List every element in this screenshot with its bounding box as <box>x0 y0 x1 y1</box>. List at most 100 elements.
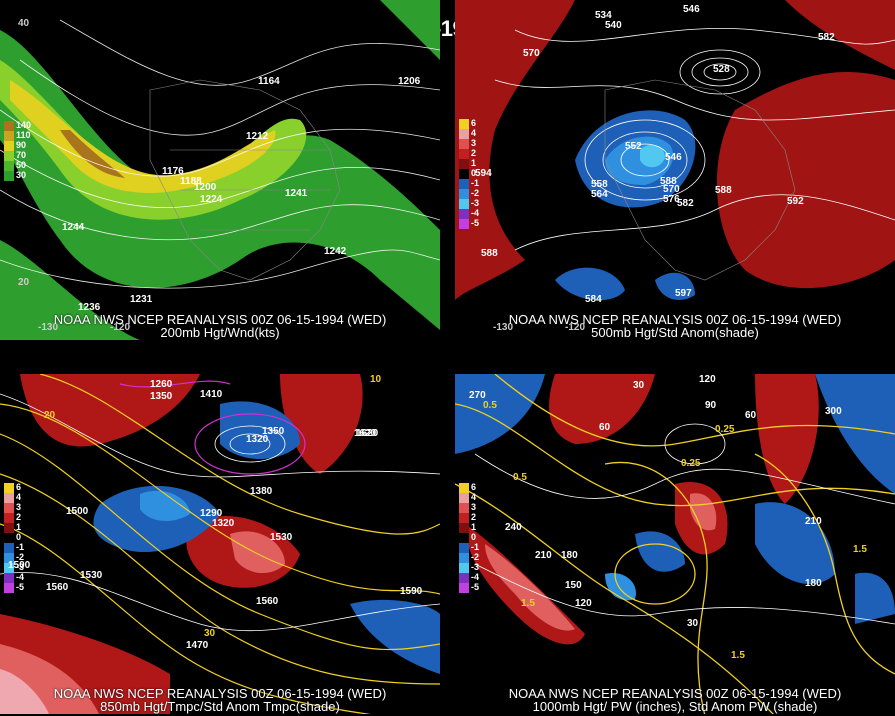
contour-label: 592 <box>787 196 804 207</box>
contour-label: 1212 <box>246 131 269 142</box>
contour-label: 1241 <box>285 188 308 199</box>
longitude-label: -130 <box>38 322 59 333</box>
contour-label: 1500 <box>66 506 89 517</box>
contour-label: 180 <box>805 578 822 589</box>
contour-label: 1470 <box>186 640 209 651</box>
contour-label: 90 <box>705 400 717 411</box>
contour-label: 1350 <box>262 426 285 437</box>
contour-label: 588 <box>715 185 732 196</box>
contour-label: 1.5 <box>853 544 867 555</box>
contour-label: 1620 <box>354 428 377 439</box>
longitude-label: -120 <box>565 322 586 333</box>
map-200mb-graphic <box>0 0 440 340</box>
contour-label: 120 <box>699 374 716 385</box>
contour-label: 534 <box>595 10 612 21</box>
panel-caption-line1: NOAA NWS NCEP REANALYSIS 00Z 06-15-1994 … <box>53 686 387 701</box>
contour-label: 582 <box>677 198 694 209</box>
contour-label: 1200 <box>194 182 217 193</box>
contour-label: 150 <box>565 580 582 591</box>
contour-label: 20 <box>44 410 56 421</box>
panel-caption-line1: NOAA NWS NCEP REANALYSIS 00Z 06-15-1994 … <box>508 686 842 701</box>
contour-label: 564 <box>591 189 608 200</box>
warm-anomaly-east <box>716 71 895 289</box>
contour-label: 1.5 <box>731 650 745 661</box>
contour-label: 1530 <box>270 532 293 543</box>
contour-label: 1224 <box>200 194 223 205</box>
contour-label: 570 <box>523 48 540 59</box>
contour-label: 528 <box>713 64 730 75</box>
contour-label: 1290 <box>200 508 223 519</box>
contour-label: 1164 <box>258 76 280 87</box>
panel-850mb: 6 4 3 2 1 0 -1 -2 -3 -4 -5 1260 1350 141… <box>0 374 440 714</box>
latitude-label: 40 <box>18 18 30 29</box>
contour-label: 180 <box>561 550 578 561</box>
panel-caption-line2: 500mb Hgt/Std Anom(shade) <box>591 325 759 340</box>
anomaly-legend: 6 4 3 2 1 0 -1 -2 -3 -4 -5 <box>4 482 32 593</box>
jet-band-mid <box>0 60 307 220</box>
contour-label: 0.5 <box>483 400 497 411</box>
latitude-label: 20 <box>18 277 30 288</box>
contour-label: 1590 <box>400 586 423 597</box>
contour-label: 1410 <box>200 389 223 400</box>
map-1000mb-graphic <box>455 374 895 714</box>
contour-label: 1236 <box>78 302 101 313</box>
contour-label: 1206 <box>398 76 421 87</box>
contour-label: 210 <box>805 516 822 527</box>
jet-band-core <box>10 80 276 193</box>
contour-label: 1.5 <box>521 598 535 609</box>
longitude-label: -130 <box>493 322 514 333</box>
contour-label: 0.25 <box>715 424 735 435</box>
contour-label: 30 <box>204 628 216 639</box>
contour-label: 558 <box>591 179 608 190</box>
contour-label: 1242 <box>324 246 347 257</box>
contour-label: 588 <box>660 176 677 187</box>
contour-label: 546 <box>665 152 682 163</box>
panel-caption-line2: 850mb Hgt/Tmpc/Std Anom Tmpc(shade) <box>100 699 340 714</box>
map-850mb-graphic <box>0 374 440 714</box>
contour-label: 1244 <box>62 222 85 233</box>
contour-label: 1188 <box>180 176 202 187</box>
panel-500mb: 6 4 3 2 1 0 -1 -2 -3 -4 -5 534 540 546 5… <box>455 0 895 340</box>
contour-label: 584 <box>585 294 602 305</box>
contour-label: 1560 <box>46 582 69 593</box>
contour-label: 60 <box>599 422 611 433</box>
panel-200mb: 140 110 90 70 50 30 1164 1212 1176 1188 … <box>0 0 440 340</box>
contour-label: 60 <box>745 410 757 421</box>
contour-label: 597 <box>675 288 692 299</box>
contour-label: 1530 <box>80 570 103 581</box>
contour-label: 1176 <box>162 166 184 177</box>
contour-label: 30 <box>633 380 645 391</box>
panel-caption-line1: NOAA NWS NCEP REANALYSIS 00Z 06-15-1994 … <box>53 312 387 327</box>
contour-label: 540 <box>605 20 622 31</box>
panel-caption-line1: NOAA NWS NCEP REANALYSIS 00Z 06-15-1994 … <box>508 312 842 327</box>
map-500mb-graphic <box>455 0 895 340</box>
panel-caption-line2: 200mb Hgt/Wnd(kts) <box>160 325 280 340</box>
panel-caption-line2: 1000mb Hgt/ PW (inches), Std Anom PW (sh… <box>532 699 818 714</box>
anomaly-legend: 6 4 3 2 1 0 -1 -2 -3 -4 -5 <box>459 482 487 593</box>
contour-label: 552 <box>625 141 642 152</box>
contour-label: 1231 <box>130 294 153 305</box>
contour-label: 594 <box>475 168 492 179</box>
contour-label: 1380 <box>250 486 273 497</box>
contour-label: 546 <box>683 4 700 15</box>
anomaly-legend: 6 4 3 2 1 0 -1 -2 -3 -4 -5 <box>459 118 487 229</box>
wind-legend: 140 110 90 70 50 30 <box>4 120 32 181</box>
contour-label: 1620 <box>356 428 379 439</box>
jet-band-max <box>60 130 125 178</box>
contour-label: 0.25 <box>681 458 701 469</box>
contour-label: 30 <box>687 618 699 629</box>
contour-label: 10 <box>370 374 382 385</box>
contour-label: 120 <box>575 598 592 609</box>
contour-label: 1320 <box>212 518 235 529</box>
contour-label: 210 <box>535 550 552 561</box>
contour-label: 1320 <box>246 434 269 445</box>
contour-label: 582 <box>818 32 835 43</box>
contour-label: 1350 <box>150 391 173 402</box>
longitude-label: -120 <box>110 322 131 333</box>
contour-label: 1500 <box>8 560 31 571</box>
panel-1000mb: 6 4 3 2 1 0 -1 -2 -3 -4 -5 270 0.5 120 6… <box>455 374 895 714</box>
contour-label: 570 <box>663 184 680 195</box>
contour-label: 270 <box>469 390 486 401</box>
contour-label: 1560 <box>256 596 279 607</box>
warm-anomaly-west <box>455 0 575 300</box>
